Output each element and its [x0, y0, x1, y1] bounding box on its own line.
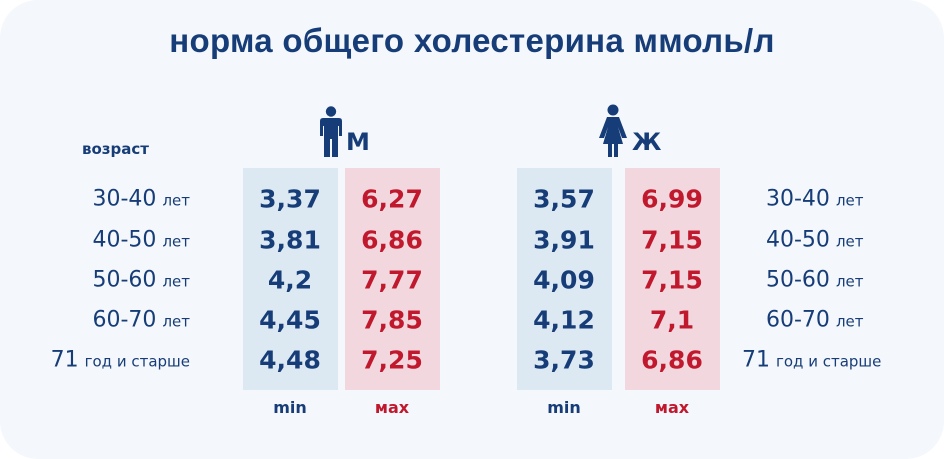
age-group-right: 71 год и старше	[742, 348, 881, 373]
male-max-value: 7,77	[361, 265, 423, 295]
age-group-unit: лет	[835, 312, 864, 331]
female-max-column	[625, 168, 720, 390]
female-max-value: 6,99	[641, 184, 703, 214]
age-group-unit: лет	[162, 191, 190, 210]
age-group-left: 71 год и старше	[51, 348, 190, 373]
female-max-value: 7,15	[641, 265, 703, 295]
age-group-unit: год и старше	[84, 352, 190, 371]
age-group-right: 50-60 лет	[766, 268, 864, 293]
female-min-value: 4,12	[533, 305, 595, 335]
female-max-value: 6,86	[641, 345, 703, 375]
male-min-column	[243, 168, 338, 390]
male-max-value: 6,86	[361, 225, 423, 255]
male-max-value: 6,27	[361, 184, 423, 214]
age-group-number: 60-70	[766, 307, 830, 333]
female-min-value: 4,09	[533, 265, 595, 295]
age-group-unit: лет	[162, 232, 190, 251]
age-group-unit: лет	[162, 312, 190, 331]
male-max-column	[345, 168, 440, 390]
female-letter: Ж	[632, 128, 662, 156]
age-group-left: 50-60 лет	[93, 268, 191, 293]
female-max-value: 7,15	[641, 225, 703, 255]
male-max-label: мах	[374, 398, 410, 417]
male-min-value: 4,48	[259, 345, 321, 375]
female-min-value: 3,57	[533, 184, 595, 214]
male-max-value: 7,85	[361, 305, 423, 335]
female-min-value: 3,73	[533, 345, 595, 375]
age-group-number: 71	[50, 347, 79, 373]
age-header: возраст	[82, 140, 149, 158]
male-min-label: min	[273, 398, 307, 417]
age-group-number: 60-70	[92, 307, 157, 333]
age-group-number: 30-40	[766, 186, 830, 212]
age-group-unit: лет	[835, 232, 864, 251]
age-group-number: 50-60	[92, 267, 157, 293]
age-group-number: 71	[742, 347, 770, 373]
male-figure-icon	[320, 106, 342, 157]
male-max-value: 7,25	[361, 345, 423, 375]
age-group-left: 60-70 лет	[93, 308, 191, 333]
male-min-value: 4,2	[267, 265, 313, 295]
age-group-left: 30-40 лет	[93, 187, 191, 212]
age-group-number: 40-50	[92, 227, 157, 253]
age-group-right: 30-40 лет	[766, 187, 864, 212]
age-group-right: 60-70 лет	[766, 308, 864, 333]
male-letter: М	[346, 128, 370, 156]
age-group-unit: лет	[835, 272, 864, 291]
female-min-value: 3,91	[533, 225, 595, 255]
age-group-number: 40-50	[766, 227, 830, 253]
male-min-value: 3,81	[259, 225, 321, 255]
age-group-right: 40-50 лет	[766, 228, 864, 253]
male-min-value: 3,37	[259, 184, 321, 214]
age-group-left: 40-50 лет	[93, 228, 191, 253]
female-figure-icon	[599, 104, 627, 157]
female-min-label: min	[547, 398, 581, 417]
chart-title: норма общего холестерина ммоль/л	[169, 22, 775, 59]
age-group-number: 30-40	[92, 186, 157, 212]
age-group-number: 50-60	[766, 267, 830, 293]
age-group-unit: лет	[835, 191, 864, 210]
female-min-column	[517, 168, 612, 390]
age-group-unit: лет	[162, 272, 190, 291]
female-max-value: 7,1	[649, 305, 695, 335]
male-min-value: 4,45	[259, 305, 321, 335]
age-group-unit: год и старше	[776, 352, 882, 371]
female-max-label: мах	[654, 398, 690, 417]
